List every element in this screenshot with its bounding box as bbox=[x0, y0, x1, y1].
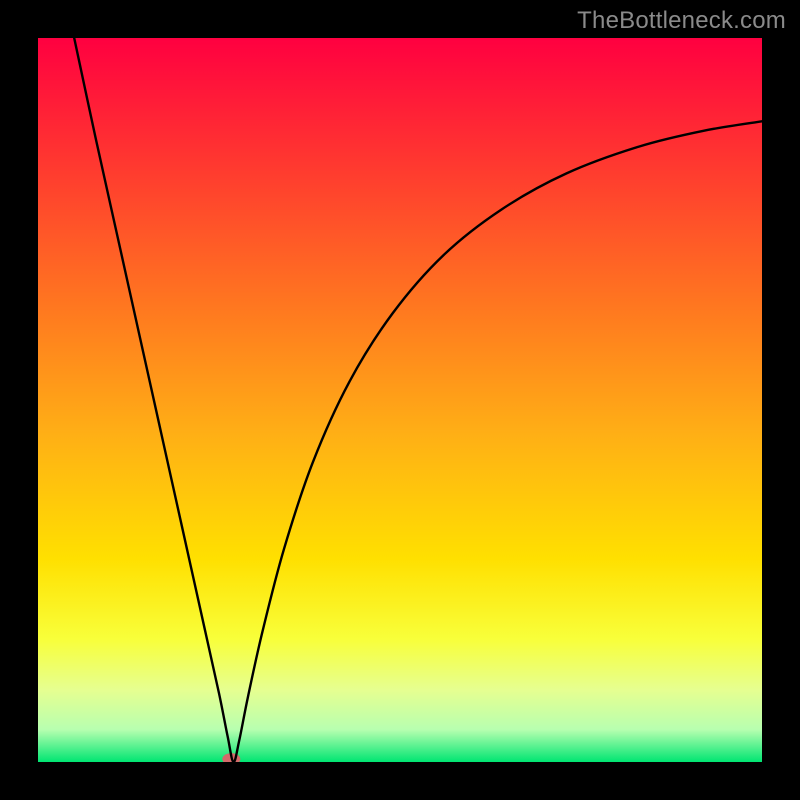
plot-area bbox=[38, 38, 762, 762]
bottleneck-chart bbox=[38, 38, 762, 762]
chart-frame: TheBottleneck.com bbox=[0, 0, 800, 800]
watermark-text: TheBottleneck.com bbox=[577, 7, 786, 35]
gradient-background bbox=[38, 38, 762, 762]
